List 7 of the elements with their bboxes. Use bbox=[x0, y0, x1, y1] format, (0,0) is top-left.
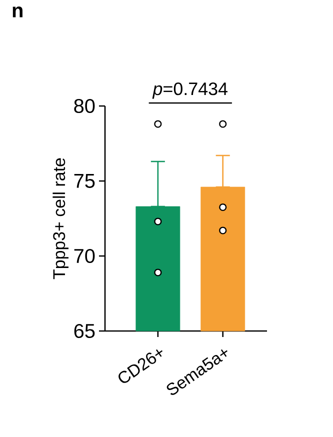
y-tick-label: 80 bbox=[74, 98, 95, 114]
y-tick-label: 75 bbox=[74, 174, 95, 188]
chart-title: n bbox=[12, 6, 22, 18]
text: p=0.7434 bbox=[152, 82, 228, 99]
y-tick-label: 70 bbox=[74, 248, 95, 264]
y-tick-label: 65 bbox=[74, 324, 95, 338]
y-axis-title: Tppp3+ cell rate bbox=[52, 158, 68, 280]
